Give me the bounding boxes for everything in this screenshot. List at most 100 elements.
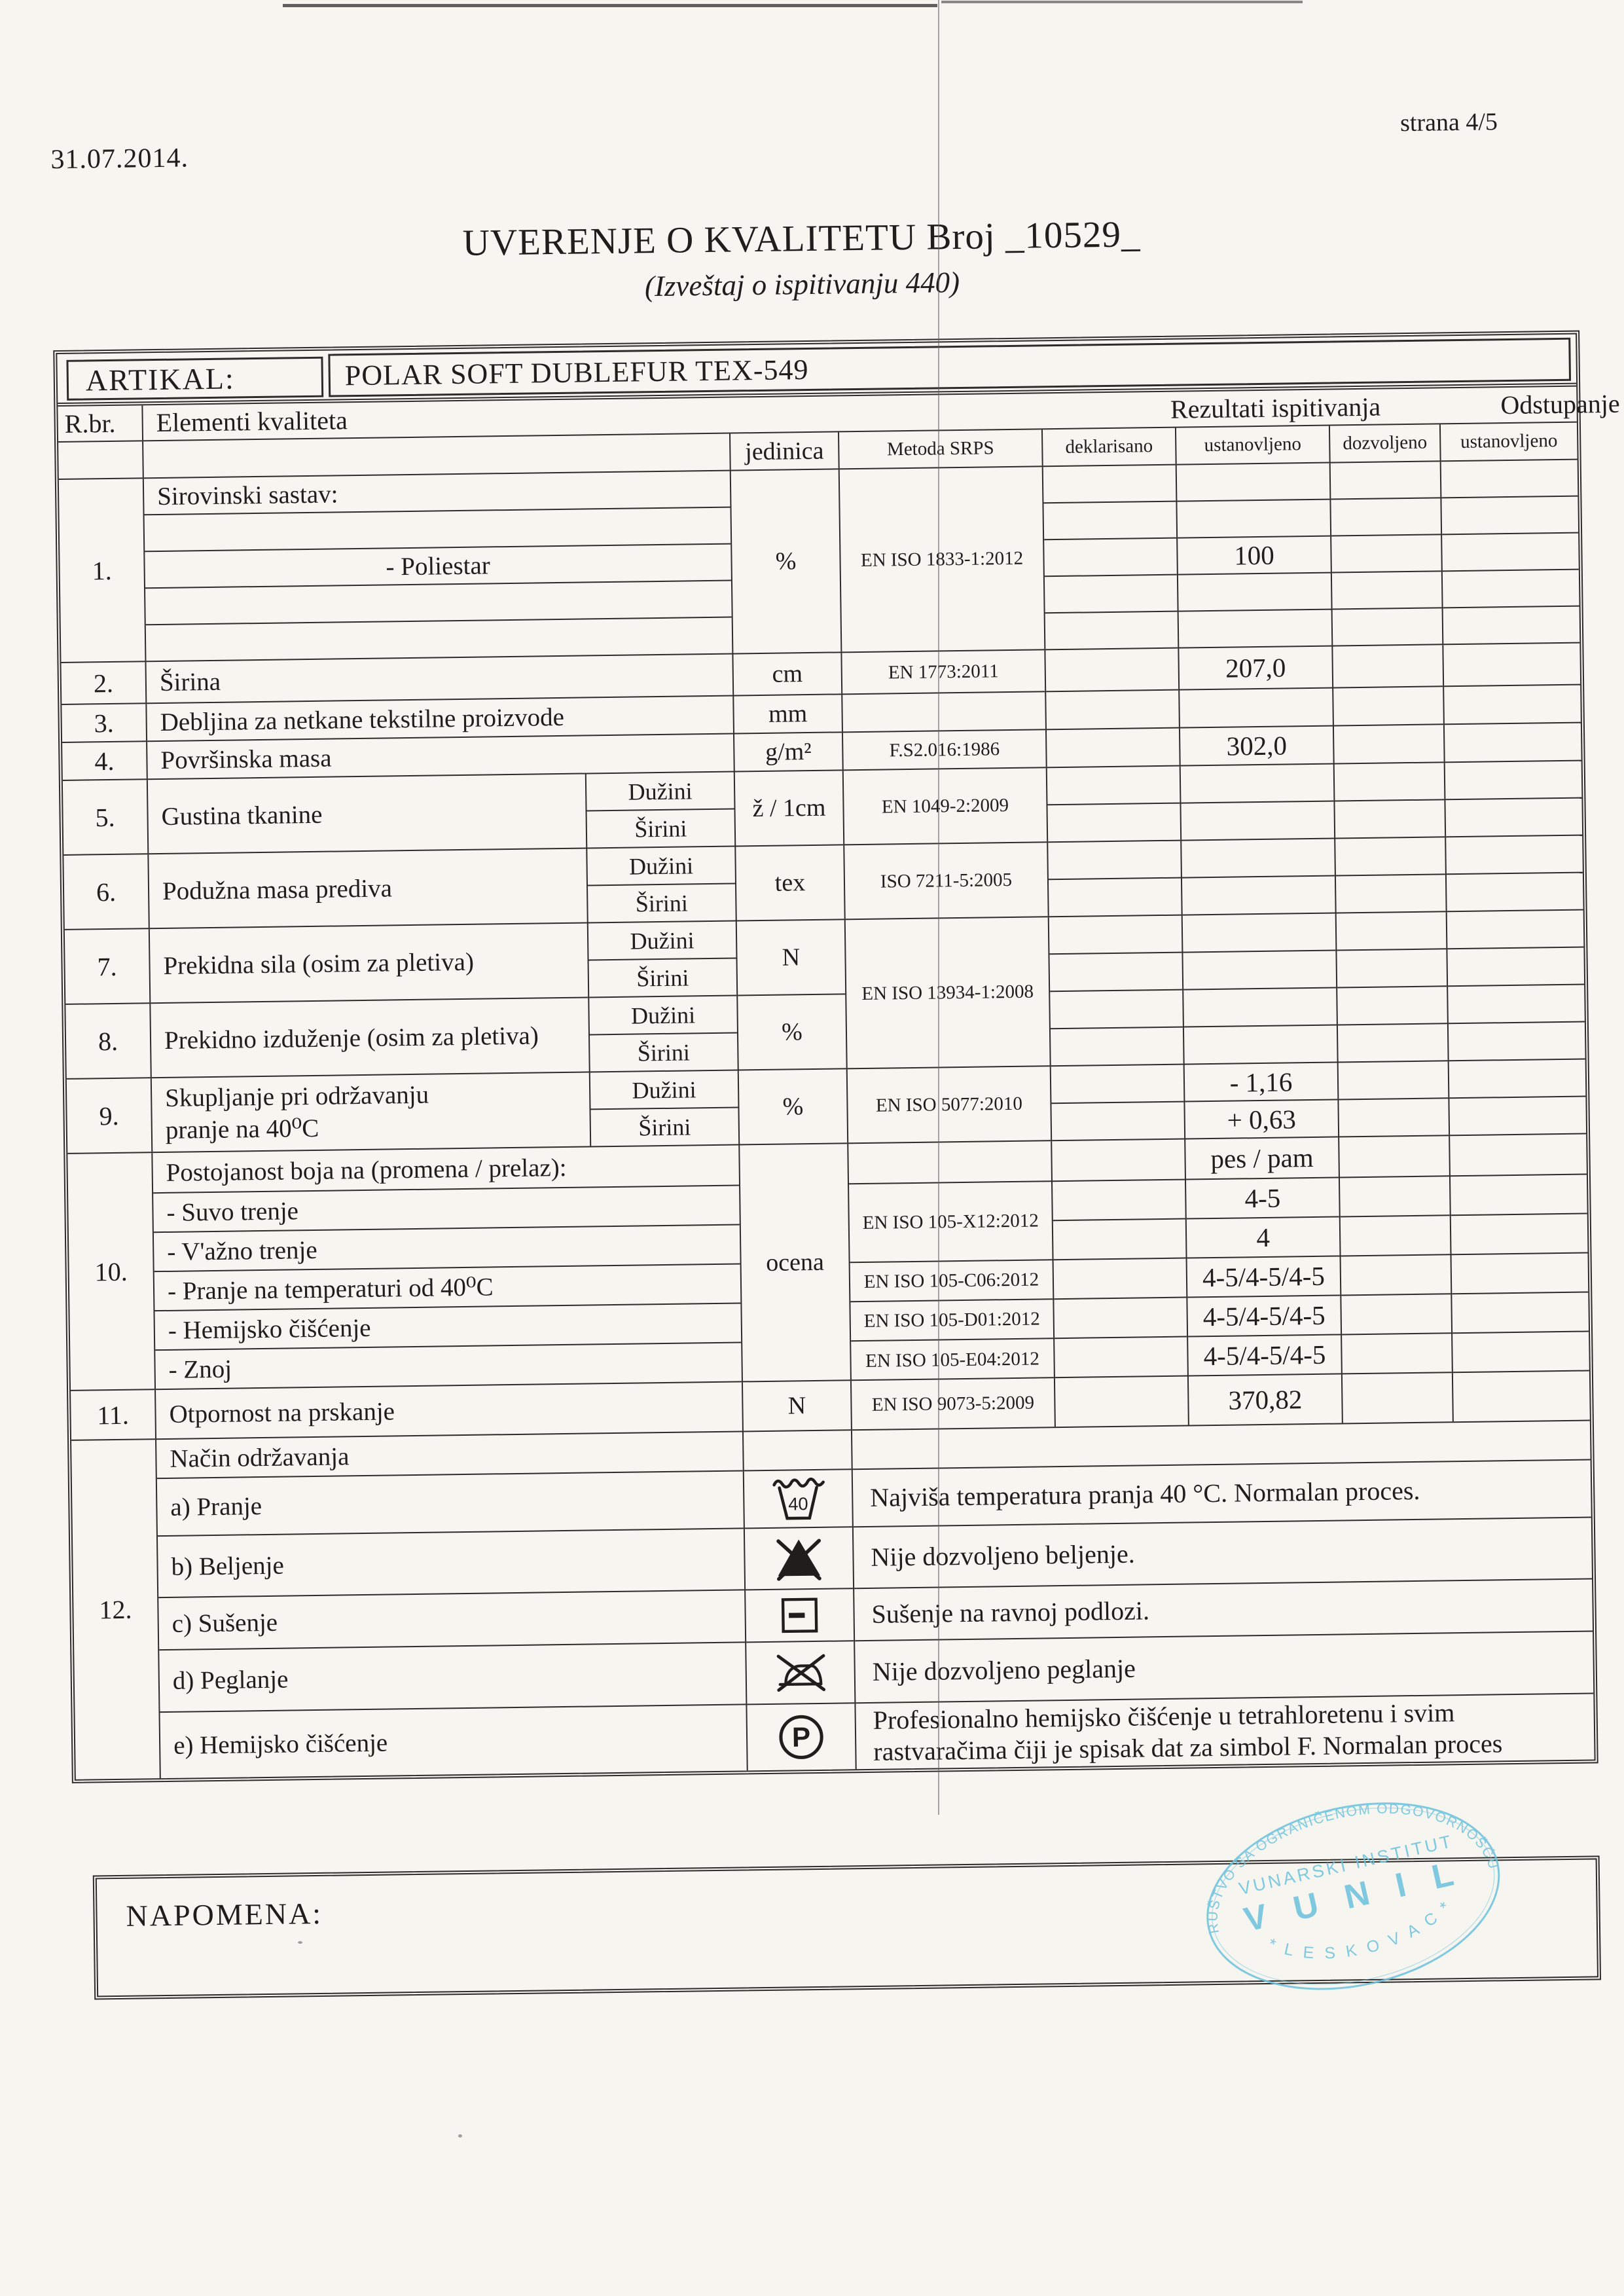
- document-date: 31.07.2014.: [50, 143, 189, 175]
- direction-duzini: Dužini: [587, 847, 736, 886]
- direction-subcolumn: Dužini Širini: [590, 1070, 740, 1146]
- deklarisano-cell: [1046, 690, 1180, 729]
- deklarisano-cell: [1049, 915, 1185, 1066]
- unit-cell: N: [742, 1381, 852, 1431]
- row-number: 8.: [98, 1026, 118, 1056]
- element-cell: Prekidna sila (osim za pletiva): [149, 923, 588, 1004]
- artikal-value: POLAR SOFT DUBLEFUR TEX-549: [328, 337, 1572, 397]
- dozvoljeno-cell: [1334, 763, 1447, 838]
- title-number: Broj _10529_: [926, 213, 1141, 258]
- element-cell: Površinska masa: [147, 734, 735, 779]
- row-number: 5.: [62, 780, 149, 854]
- result-value: pes / pam: [1185, 1137, 1339, 1180]
- svg-text:40: 40: [788, 1493, 808, 1514]
- direction-sirini: Širini: [637, 1038, 691, 1066]
- method-cell: EN 1773:2011: [842, 650, 1047, 694]
- dozvoljeno-cell: [1335, 837, 1447, 913]
- direction-subcolumn: Dužini Širini: [586, 772, 736, 848]
- ustanovljeno-cell: 100: [1176, 463, 1333, 647]
- care-symbol-column: 40: [743, 1430, 857, 1771]
- odstupanje-column: [1450, 1134, 1589, 1372]
- ustanovljeno-cell: [1182, 839, 1337, 915]
- dozvoljeno-cell: [1333, 645, 1445, 687]
- header-rezultati: Rezultati ispitivanja: [1170, 392, 1381, 424]
- subheader-metoda: Metoda SRPS: [839, 429, 1043, 469]
- ustanovljeno-cell: [1182, 913, 1339, 1064]
- method-cell: EN ISO 105-X12:2012: [849, 1182, 1053, 1264]
- dozvoljeno-column: [1339, 1136, 1453, 1374]
- odstupanje-cell: [1441, 460, 1580, 644]
- title-main: UVERENJE O KVALITETU: [462, 216, 917, 264]
- direction-duzini: Dužini: [590, 1070, 738, 1110]
- odstupanje-cell: [1445, 723, 1581, 762]
- element-cell: Debljina za netkane tekstilne proizvode: [147, 696, 734, 741]
- row-number: 9.: [66, 1078, 153, 1153]
- unit-cell: N: [736, 920, 846, 996]
- result-value: 4-5: [1185, 1178, 1339, 1220]
- subheader-deklarisano: deklarisano: [1042, 428, 1177, 466]
- artikal-label: ARTIKAL:: [66, 356, 324, 401]
- dozvoljeno-cell: [1336, 912, 1449, 1062]
- deklarisano-column: [1052, 1139, 1189, 1377]
- care-label-column: Način održavanja a) Pranje b) Beljenje c…: [156, 1432, 748, 1779]
- unit-cell: cm: [733, 653, 843, 695]
- napomena-label: NAPOMENA:: [126, 1896, 323, 1933]
- element-cell: Prekidno izduženje (osim za pletiva): [164, 1021, 539, 1055]
- method-cell: EN ISO 105-E04:2012: [865, 1347, 1040, 1372]
- method-cell: [842, 692, 1047, 732]
- row-number-column: 7. 8.: [64, 929, 152, 1078]
- element-cell: Širina: [146, 654, 734, 703]
- method-column: EN ISO 105-X12:2012 EN ISO 105-C06:2012 …: [848, 1141, 1055, 1380]
- ustanovljeno-cell: [1180, 688, 1334, 727]
- dozvoljeno-cell: [1333, 687, 1445, 725]
- dozvoljeno-cell: [1330, 462, 1444, 646]
- page-number: strana 4/5: [1399, 108, 1498, 137]
- result-value: 4-5/4-5/4-5: [1203, 1339, 1326, 1372]
- vunil-institute-stamp: DRUŠTVO SA OGRANIČENOM ODGOVORNOŠĆU * VU…: [1170, 1755, 1502, 1990]
- method-cell-span: EN ISO 13934-1:2008: [845, 917, 1051, 1068]
- unit-cell: g/m²: [734, 733, 844, 771]
- do-not-bleach-icon: [776, 1539, 821, 1581]
- element-column: Postojanost boja na (promena / prelaz): …: [153, 1145, 743, 1389]
- element-cell: Skupljanje pri održavanju pranje na 40⁰C: [151, 1072, 592, 1152]
- result-value: 4-5/4-5/4-5: [1187, 1256, 1341, 1298]
- care-description: Najviša temperatura pranja 40 °C. Normal…: [852, 1460, 1591, 1528]
- unit-cell: %: [781, 1018, 803, 1046]
- direction-sirini: Širini: [634, 814, 687, 843]
- dozvoljeno-cell: [1338, 1061, 1451, 1137]
- row-number: 6.: [63, 854, 150, 929]
- result-value: 100: [1178, 536, 1331, 575]
- wash-40-icon: 40: [772, 1477, 825, 1520]
- element-cell: Podužna masa prediva: [149, 848, 588, 928]
- unit-cell: %: [731, 469, 842, 653]
- element-cell: Gustina tkanine: [147, 774, 588, 854]
- unit-cell: tex: [736, 845, 846, 920]
- row-number: 4.: [62, 742, 148, 780]
- direction-sirini: Širini: [588, 958, 737, 998]
- ustanovljeno-column: pes / pam 4-5 4 4-5/4-5/4-5 4-5/4-5/4-5 …: [1185, 1137, 1343, 1376]
- svg-text:P: P: [792, 1722, 811, 1753]
- row-number: 3.: [62, 704, 148, 742]
- subheader-empty: [143, 433, 731, 478]
- unit-column: N %: [736, 920, 848, 1070]
- direction-sirini: Širini: [635, 889, 689, 917]
- unit-cell: ž / 1cm: [734, 771, 845, 846]
- row-number: 2.: [61, 662, 147, 704]
- paper-fold-line: [938, 0, 939, 1815]
- care-label: a) Pranje: [156, 1471, 744, 1537]
- subheader-dozvoljeno: dozvoljeno: [1329, 424, 1441, 462]
- odstupanje-cell: [1447, 910, 1585, 1061]
- deklarisano-cell: [1051, 1065, 1186, 1140]
- dozvoljeno-cell: [1333, 725, 1445, 763]
- scan-edge-artifact: [941, 1, 1303, 3]
- do-not-iron-icon: [776, 1654, 826, 1692]
- row-number: 11.: [71, 1390, 157, 1440]
- deklarisano-cell: [1055, 1376, 1189, 1427]
- odstupanje-cell: [1445, 761, 1582, 837]
- direction-duzini: Dužini: [586, 772, 734, 812]
- quality-table: ARTIKAL: POLAR SOFT DUBLEFUR TEX-549 R.b…: [53, 330, 1620, 1783]
- result-value: 370,82: [1188, 1374, 1343, 1425]
- professional-dry-clean-icon: P: [779, 1715, 823, 1759]
- element-cell: Otpornost na prskanje: [156, 1382, 744, 1439]
